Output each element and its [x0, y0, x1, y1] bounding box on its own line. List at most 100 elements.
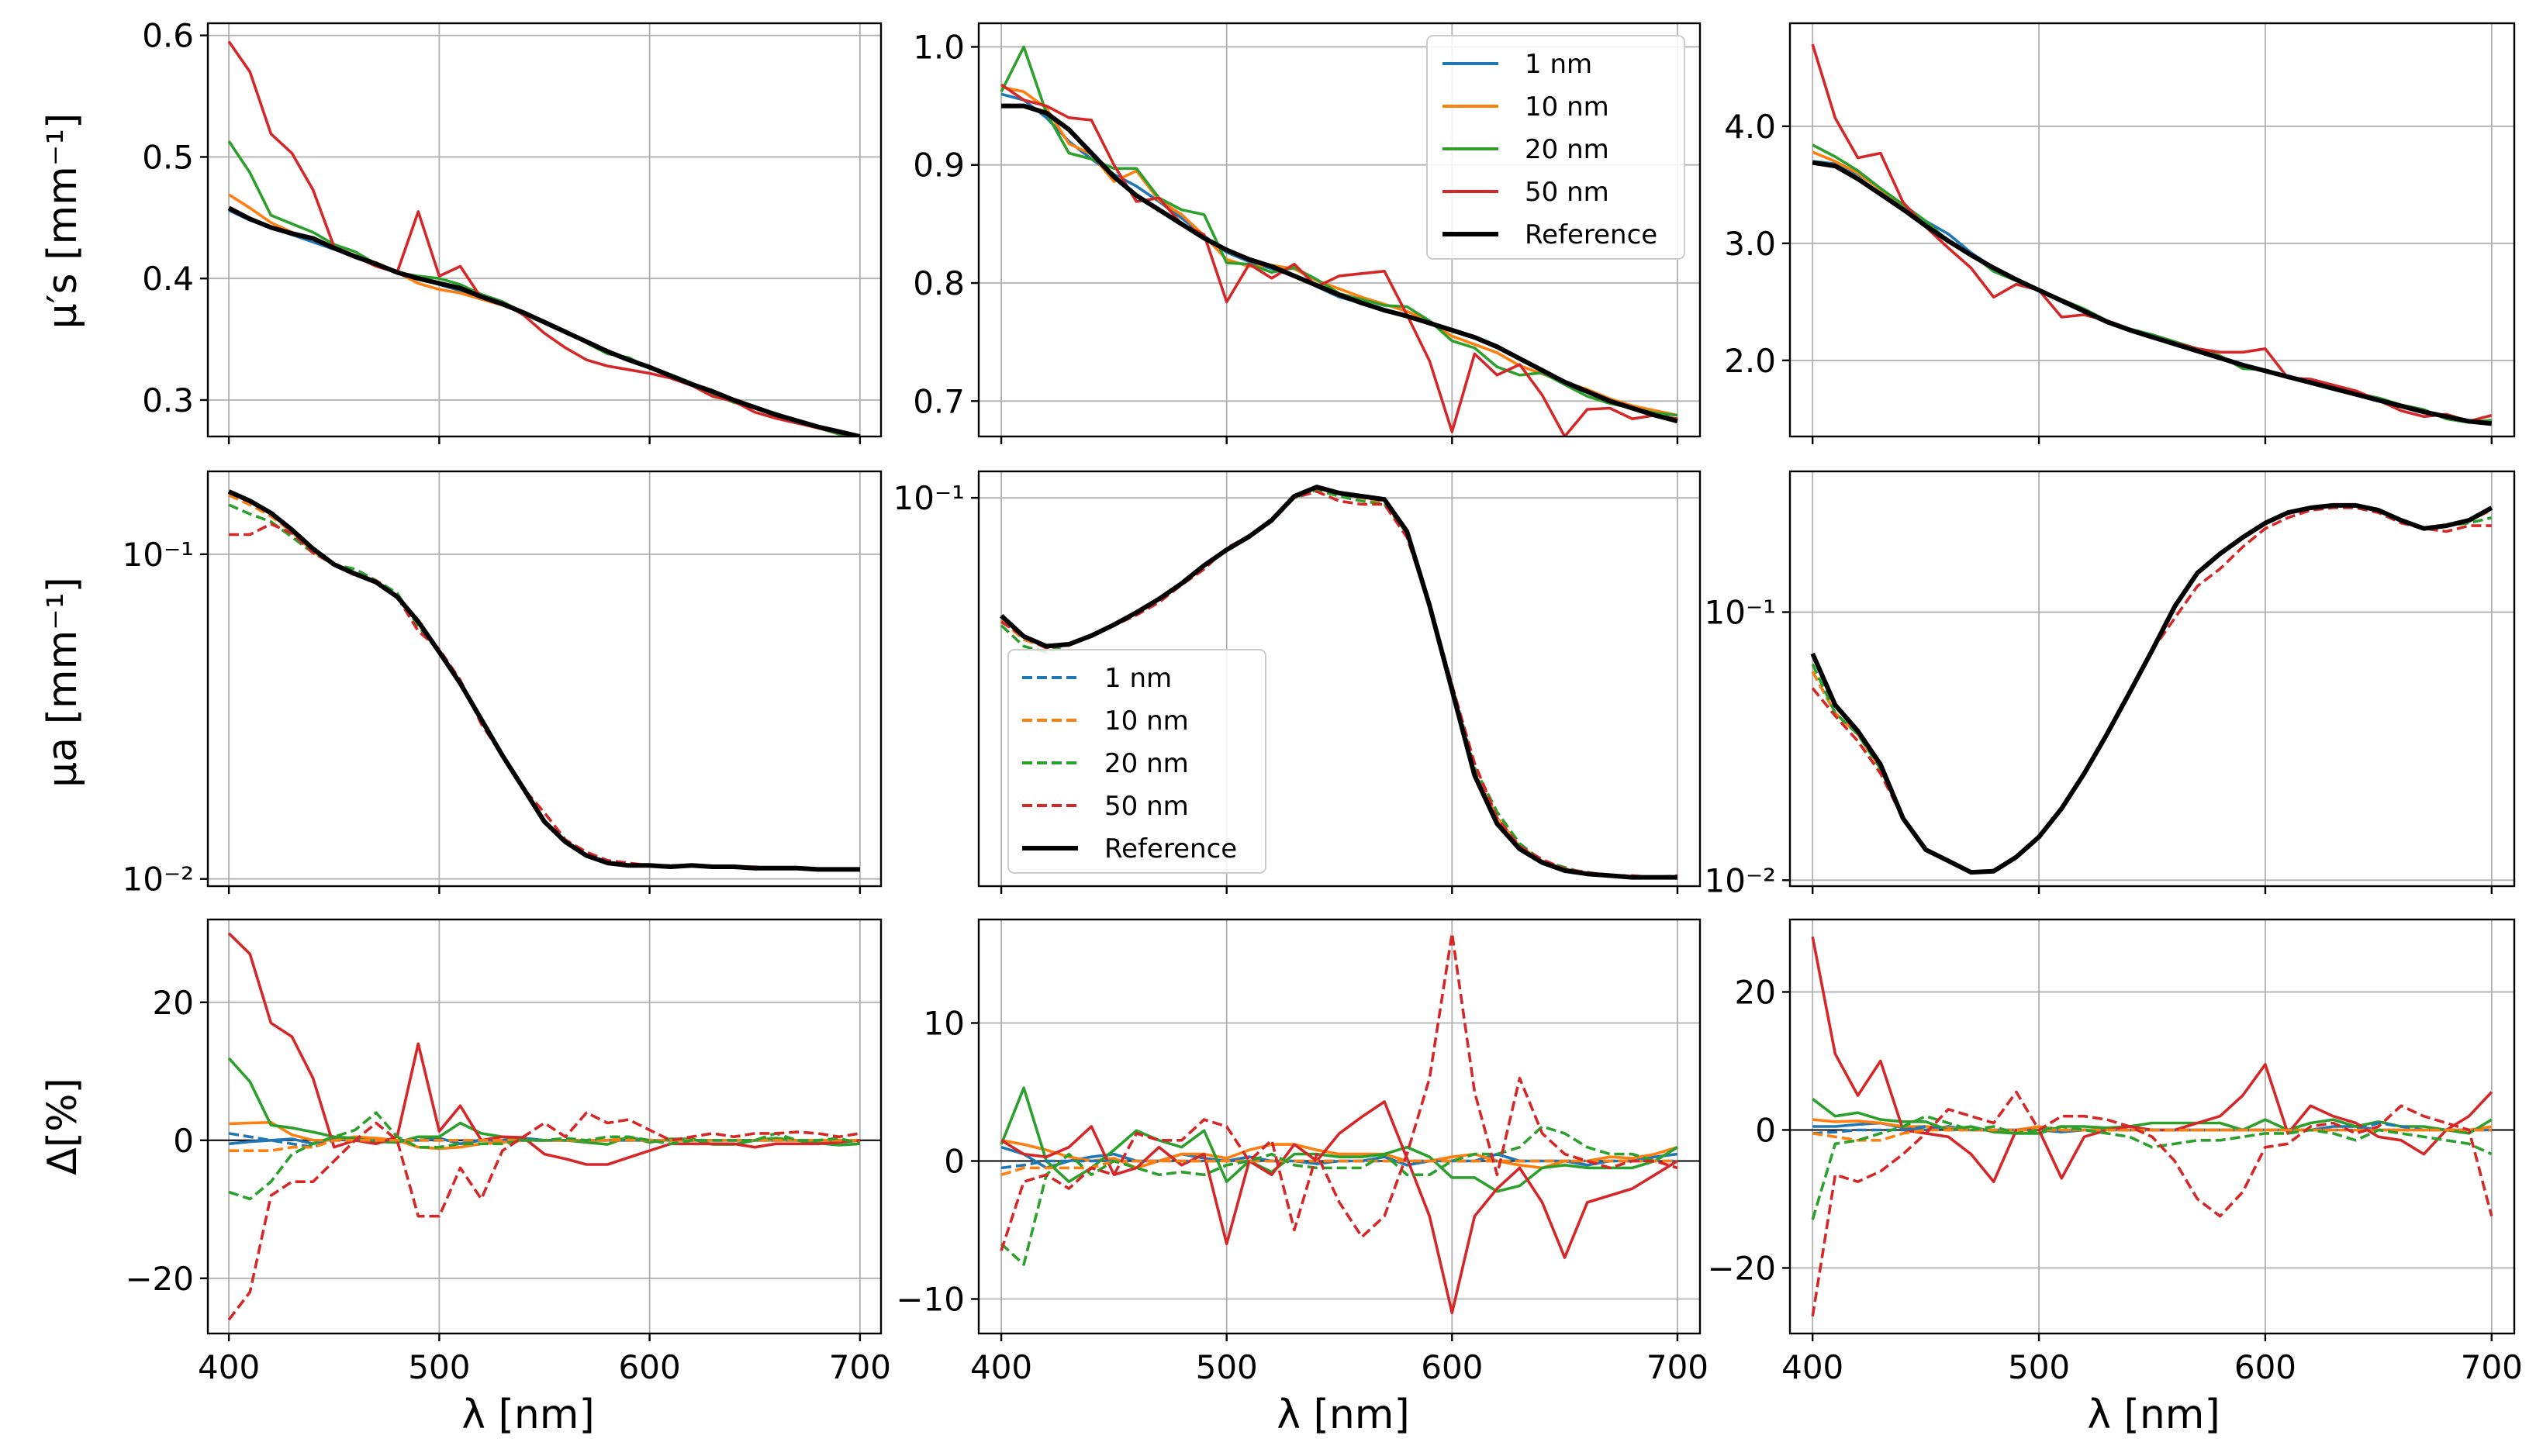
- y-tick-label: 0.4: [142, 260, 194, 298]
- legend-solid-label-reference: Reference: [1525, 219, 1657, 250]
- panel-r1c1-grid: [208, 23, 881, 436]
- panel-r1c1-frame: [206, 22, 883, 438]
- legend-dashed-label-50nm: 50 nm: [1104, 791, 1189, 822]
- y-tick-label: 1.0: [913, 28, 965, 66]
- legend-solid: 1 nm 10 nm 20 nm 50 nm Reference: [1426, 35, 1685, 260]
- panel-r3c2: 400 500 600 700 −10 0 10: [896, 918, 1709, 1386]
- series-line-10-nm: [1812, 150, 2492, 426]
- panel-r3c1: 400 500 600 700 −20 0 20: [125, 918, 891, 1386]
- y-tick-label: 20: [1735, 973, 1776, 1011]
- series-line-reference: [1812, 160, 2493, 426]
- y-tick-label: 0.6: [142, 17, 194, 55]
- legend-dashed: 1 nm 10 nm 20 nm 50 nm Reference: [1007, 649, 1266, 874]
- legend-solid-label-20nm: 20 nm: [1525, 134, 1609, 165]
- series-line-reference: [1810, 502, 2493, 875]
- x-tick-label: 700: [1646, 1348, 1709, 1386]
- series-line-20-nm-a: [1000, 1125, 1678, 1266]
- series-line-reference: [1001, 103, 1678, 424]
- x-tick-label: 600: [1421, 1348, 1483, 1386]
- x-tick-label: 500: [2008, 1348, 2070, 1386]
- x-tick-label: 700: [2461, 1348, 2523, 1386]
- y-tick-label: 10⁻¹: [893, 479, 965, 517]
- series-line-20-nm: [227, 140, 861, 436]
- panel-r1c1-series: [227, 40, 861, 436]
- panel-r1c3-series: [1811, 43, 2493, 426]
- series-line-1-nm: [1812, 160, 2492, 426]
- series-line-50-nm-s: [1000, 1100, 1678, 1315]
- x-tick-label: 400: [970, 1348, 1032, 1386]
- x-tick-label: 600: [619, 1348, 681, 1386]
- y-label-delta: Δ[%]: [40, 1078, 86, 1175]
- y-tick-label: −10: [896, 1281, 965, 1319]
- y-tick-label: −20: [125, 1260, 194, 1298]
- x-labels: λ [nm] λ [nm] λ [nm]: [461, 1392, 2220, 1438]
- y-tick-label: 0.8: [913, 264, 965, 302]
- x-label-col-2: λ [nm]: [1277, 1392, 1410, 1438]
- x-tick-label: 500: [408, 1348, 470, 1386]
- y-tick-label: 10⁻¹: [1705, 594, 1776, 632]
- x-tick-label: 400: [1781, 1348, 1843, 1386]
- panel-r1c3: 2.0 3.0 4.0: [1724, 22, 2516, 444]
- series-line-1-nm: [228, 491, 860, 871]
- legend-dashed-box: [1007, 649, 1266, 874]
- legend-solid-label-1nm: 1 nm: [1525, 49, 1592, 80]
- panel-r3c1-series: [227, 932, 861, 1321]
- y-tick-label: 3.0: [1724, 225, 1776, 263]
- panel-r1c3-grid: [1790, 23, 2514, 436]
- series-line-20-nm-a: [1811, 1114, 2493, 1220]
- series-line-20-nm-a: [228, 1111, 861, 1201]
- x-tick-label: 600: [2234, 1348, 2296, 1386]
- legend-solid-label-10nm: 10 nm: [1525, 91, 1609, 122]
- panel-r1c2-series: [1000, 45, 1678, 436]
- y-tick-label: 10: [924, 1005, 965, 1043]
- y-tick-label: −20: [1707, 1249, 1776, 1287]
- panel-r3c2-frame: [977, 918, 1702, 1335]
- panel-r2c2-frame: [977, 470, 1702, 888]
- panel-r3c3-series: [1811, 936, 2493, 1317]
- x-label-col-3: λ [nm]: [2087, 1392, 2220, 1438]
- y-tick-label: 20: [153, 984, 194, 1022]
- row-labels: μ′s [mm⁻¹] μa [mm⁻¹] Δ[%]: [40, 113, 86, 1175]
- panel-r2c1-series: [227, 489, 860, 872]
- panels: 0.30.40.50.60.70.80.91.02.03.04.010⁻²10⁻…: [123, 17, 2523, 1386]
- panel-r3c1-grid: [208, 919, 881, 1334]
- panel-r3c2-grid: [979, 919, 1700, 1334]
- series-line-50-nm: [1000, 83, 1678, 436]
- series-line-20-nm-s: [1000, 1086, 1678, 1193]
- legend-dashed-label-10nm: 10 nm: [1104, 706, 1189, 737]
- series-line-50-nm-s: [1811, 936, 2493, 1183]
- series-line-reference: [1000, 485, 1677, 880]
- panel-r1c3-frame: [1788, 22, 2516, 438]
- panel-r3c2-series: [1000, 932, 1678, 1315]
- series-line-1-nm: [1811, 504, 2493, 874]
- series-line-50-nm: [1811, 506, 2492, 874]
- series-line-20-nm: [1811, 504, 2493, 874]
- legend-solid-box: [1426, 35, 1685, 260]
- panel-r3c3-frame: [1788, 918, 2516, 1335]
- y-tick-label: 0.9: [913, 147, 965, 185]
- panel-r2c3-grid: [1790, 471, 2514, 886]
- legend-dashed-label-1nm: 1 nm: [1104, 663, 1172, 694]
- panel-r1c2-frame: [977, 22, 1702, 438]
- legend-dashed-label-20nm: 20 nm: [1104, 748, 1189, 779]
- y-tick-label: 2.0: [1724, 342, 1776, 380]
- panel-r2c3-series: [1810, 502, 2493, 875]
- y-tick-label: 0: [173, 1122, 194, 1160]
- series-line-10-nm: [228, 494, 860, 871]
- series-line-50-nm-s: [227, 932, 861, 1166]
- y-tick-label: 10⁻¹: [123, 536, 194, 574]
- series-line-50-nm-a: [227, 1111, 861, 1321]
- y-tick-label: 0: [1755, 1111, 1776, 1149]
- series-line-reference: [227, 205, 861, 436]
- series-line-10-nm-a: [1000, 1159, 1677, 1177]
- y-label-absorption: μa [mm⁻¹]: [40, 577, 86, 788]
- y-tick-label: 0: [944, 1143, 965, 1181]
- legend-dashed-label-reference: Reference: [1104, 833, 1237, 864]
- y-tick-label: 10⁻²: [1705, 861, 1776, 899]
- series-line-20-nm: [1812, 143, 2492, 424]
- panel-r2c2: 10⁻¹: [893, 470, 1702, 894]
- panel-r2c3-frame: [1788, 470, 2516, 888]
- y-label-scattering: μ′s [mm⁻¹]: [40, 113, 86, 329]
- legend-solid-label-50nm: 50 nm: [1525, 177, 1609, 208]
